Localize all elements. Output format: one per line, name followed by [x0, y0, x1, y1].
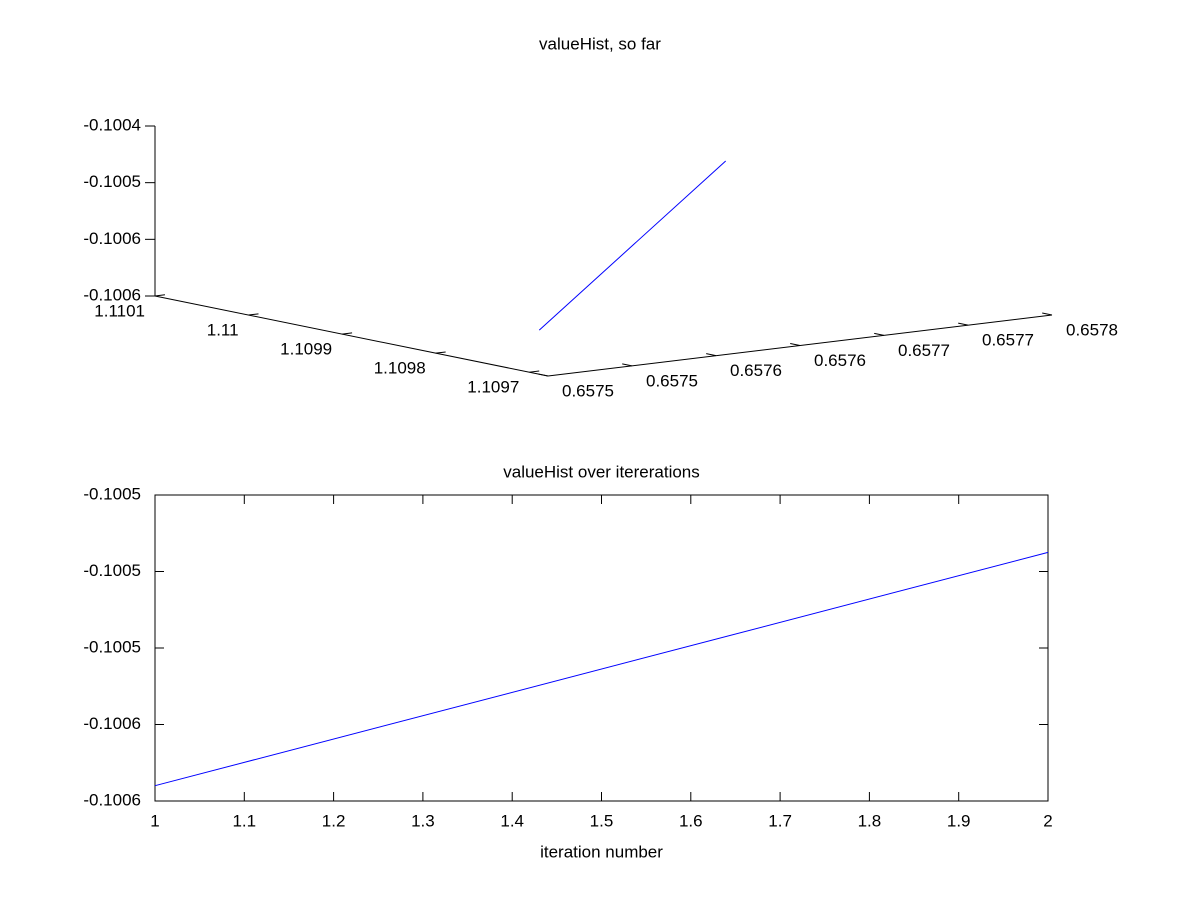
y-tick-label: -0.1006 [83, 790, 141, 809]
chart-title: valueHist over itererations [503, 462, 700, 481]
x-tick-label: 1.1101 [94, 301, 145, 320]
y-tick [958, 322, 969, 326]
x-tick-label: 1.1 [232, 811, 256, 830]
x-tick-label: 1.4 [500, 811, 524, 830]
y-tick [790, 343, 801, 346]
y-tick-label: 0.6575 [562, 381, 614, 400]
x-axis [154, 295, 549, 377]
z-tick-label: -0.1005 [83, 172, 141, 191]
y-tick-label: 0.6576 [814, 351, 866, 370]
z-tick-label: -0.1004 [83, 115, 141, 134]
x-tick [435, 351, 446, 354]
y-tick-label: -0.1005 [83, 484, 141, 503]
x-tick-label: 1.9 [947, 811, 971, 830]
x-axis-label: iteration number [540, 842, 663, 861]
y-tick [874, 332, 885, 336]
x-tick [154, 294, 165, 297]
y-tick-label: -0.1006 [83, 714, 141, 733]
y-tick [706, 353, 717, 357]
chart-title: valueHist, so far [539, 34, 661, 53]
x-tick-label: 1.5 [590, 811, 614, 830]
y-tick-label: 0.6576 [730, 361, 782, 380]
x-tick [342, 332, 353, 335]
z-tick-label: -0.1006 [83, 285, 141, 304]
y-tick-label: 0.6577 [982, 331, 1034, 350]
x-tick [248, 313, 259, 316]
x-tick-label: 1.7 [768, 811, 792, 830]
x-tick [529, 370, 540, 373]
y-tick-label: 0.6575 [646, 371, 698, 390]
x-tick-label: 1.3 [411, 811, 435, 830]
x-tick-label: 1.1099 [280, 340, 332, 359]
x-tick-label: 1.1098 [374, 359, 426, 378]
data-line [538, 160, 727, 331]
x-tick-label: 1.11 [207, 321, 239, 340]
y-tick-label: -0.1005 [83, 637, 141, 656]
y-tick [538, 373, 549, 377]
y-tick-label: 0.6577 [898, 341, 950, 360]
x-tick-label: 1.8 [858, 811, 882, 830]
y-tick [1042, 312, 1053, 316]
x-tick-label: 1.6 [679, 811, 703, 830]
z-tick-label: -0.1006 [83, 229, 141, 248]
y-tick-label: -0.1005 [83, 561, 141, 580]
x-tick-label: 1.2 [322, 811, 346, 830]
data-line [154, 551, 1049, 787]
y-tick-label: 0.6578 [1066, 320, 1118, 339]
x-tick-label: 2 [1043, 811, 1052, 830]
y-tick [622, 363, 633, 367]
x-tick-label: 1.1097 [467, 378, 519, 397]
x-tick-label: 1 [150, 811, 159, 830]
